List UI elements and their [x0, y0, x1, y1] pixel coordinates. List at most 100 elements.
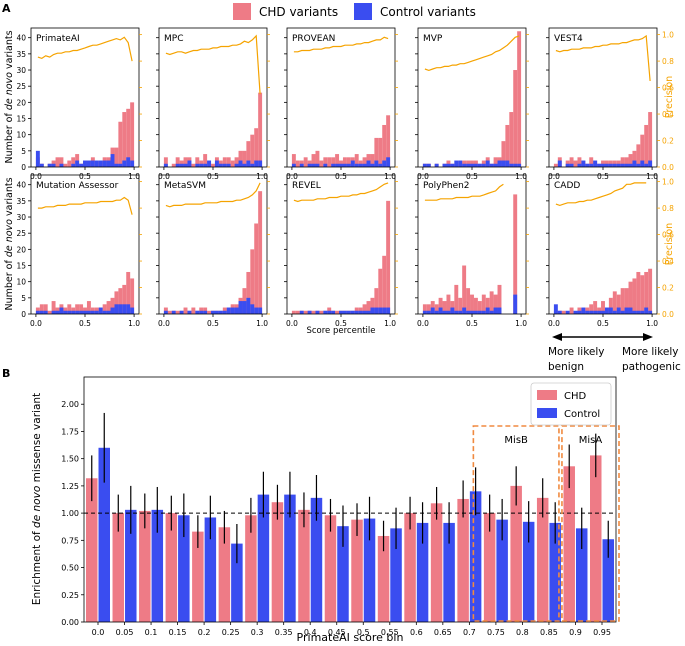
chd-bar [67, 160, 72, 167]
x-tick-label: 0.05 [116, 628, 134, 637]
chd-bar [303, 157, 308, 167]
control-bar [358, 310, 363, 314]
chd-bar [303, 310, 308, 314]
subplot-mvp: 0.0 0.5 1.0 MVP [415, 27, 529, 181]
x-tick-label: 0.5 [597, 172, 609, 181]
control-bar [470, 163, 474, 167]
subplot-title: Mutation Assessor [36, 181, 119, 191]
chd-enrichment-bar [536, 497, 549, 622]
x-tick-label: 0.0 [30, 319, 42, 328]
control-bar [604, 307, 609, 314]
control-bar [553, 304, 558, 314]
y-right-tick-label: 0.2 [662, 284, 674, 293]
y-label-panel-b-part: Enrichment of [31, 528, 43, 605]
control-enrichment-bar [204, 517, 217, 622]
chd-enrichment-bar [112, 513, 125, 622]
control-bar [179, 163, 184, 167]
control-enrichment-bar [602, 539, 614, 622]
chd-enrichment-bar [218, 527, 231, 622]
control-bar [450, 307, 455, 314]
chd-bar [509, 112, 514, 167]
y-tick-label: 1.75 [61, 427, 79, 436]
control-bar [557, 160, 562, 167]
legend-control-swatch [537, 408, 557, 418]
chd-bar [378, 137, 383, 167]
control-bar [75, 310, 80, 314]
precision-line [293, 182, 389, 203]
control-bar [122, 304, 127, 314]
x-tick-label: 0.5 [79, 319, 91, 328]
precision-line [424, 35, 520, 72]
chd-bar [458, 297, 463, 314]
chd-bar [569, 157, 574, 167]
chd-bar [473, 297, 478, 314]
x-tick-label: 0.2 [198, 628, 211, 637]
control-bar [648, 310, 653, 314]
control-bar [106, 310, 111, 314]
control-bar [246, 297, 251, 314]
chd-bar [319, 310, 324, 314]
y-label-left-row2-part: Number of [4, 257, 15, 310]
x-tick-label: 0.0 [158, 319, 170, 328]
control-bar [577, 163, 582, 167]
y-label-left-row1-part: de novo [4, 72, 15, 110]
control-bar [299, 163, 304, 167]
subplot-cadd: 0.0 0.5 1.0 0.0 0.2 0.4 0.6 0.8 1.0 CADD [546, 174, 674, 328]
chd-enrichment-bar [510, 485, 522, 622]
control-bar [370, 163, 375, 167]
subplot-title: MVP [423, 34, 443, 44]
control-bar [187, 160, 192, 167]
chd-bar [577, 157, 582, 167]
x-tick-label: 0.1 [145, 628, 158, 637]
control-bar [585, 163, 590, 167]
y-tick-label: 30 [16, 213, 26, 222]
x-tick-label: 0.75 [487, 628, 505, 637]
control-bar [422, 163, 427, 167]
x-tick-label: 0.0 [158, 172, 170, 181]
control-bar [462, 307, 467, 314]
control-bar [307, 163, 312, 167]
control-bar [230, 307, 235, 314]
x-tick-label: 1.0 [646, 172, 658, 181]
control-enrichment-bar [231, 543, 243, 622]
control-bar [163, 163, 168, 167]
x-tick-label: 0.5 [335, 319, 347, 328]
chd-bar [362, 157, 367, 167]
x-tick-label: 0.5 [597, 319, 609, 328]
chd-bar [250, 134, 255, 167]
chd-bar [175, 310, 180, 314]
chd-bar [191, 163, 196, 167]
chd-bar [636, 144, 641, 167]
y-right-tick-label: 0.6 [662, 231, 674, 240]
chd-bar [505, 124, 510, 167]
control-bar [466, 310, 471, 314]
misa-label: MisA [579, 435, 603, 446]
subplot-metasvm: 0.0 0.5 1.0 MetaSVM [156, 174, 270, 328]
chd-enrichment-bar [590, 455, 602, 622]
chd-bar [628, 281, 633, 314]
control-bar [51, 310, 56, 314]
control-bar [342, 310, 347, 314]
control-bar [126, 304, 131, 314]
chd-bar [311, 154, 316, 167]
chd-bar [110, 297, 115, 314]
legend-chd-swatch [537, 390, 557, 400]
control-bar [581, 160, 586, 167]
chd-bar [250, 249, 255, 314]
chd-bar [370, 297, 375, 314]
control-bar [335, 163, 340, 167]
chd-enrichment-bar [245, 515, 257, 622]
chd-bar [102, 304, 107, 314]
chd-bar [331, 157, 336, 167]
chd-bar [462, 265, 467, 314]
control-bar [83, 160, 87, 167]
chd-bar [86, 301, 91, 314]
chd-bar [608, 297, 613, 314]
y-label-panel-b: Enrichment of de novo missense variant [31, 393, 43, 605]
control-bar [163, 310, 168, 314]
chd-bar [43, 304, 48, 314]
y-right-tick-label: 0.4 [662, 110, 674, 119]
x-tick-label: 0.85 [540, 628, 558, 637]
control-bar [589, 310, 594, 314]
precision-line [555, 34, 651, 82]
